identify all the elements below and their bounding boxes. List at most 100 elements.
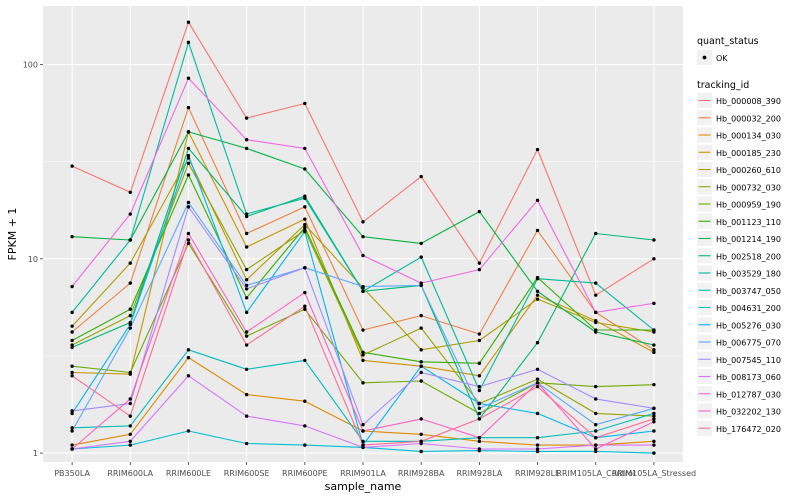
data-point — [303, 307, 307, 311]
data-point — [361, 358, 365, 363]
data-point — [477, 447, 482, 451]
data-point — [186, 153, 191, 158]
data-point — [535, 228, 540, 233]
data-point — [186, 156, 191, 160]
data-point — [594, 397, 598, 401]
data-point — [535, 367, 540, 371]
data-point — [419, 379, 423, 383]
data-point — [594, 281, 598, 285]
legend: quant_status OK tracking_id Hb_000008_39… — [697, 36, 781, 436]
data-point — [535, 147, 540, 152]
data-point — [186, 130, 191, 134]
data-point — [419, 360, 423, 364]
data-point — [70, 447, 74, 451]
data-point — [303, 217, 307, 221]
data-point — [128, 432, 132, 436]
data-point — [535, 436, 540, 440]
data-point — [361, 353, 365, 357]
data-point — [361, 423, 365, 427]
data-point — [128, 401, 132, 406]
data-point — [303, 399, 307, 403]
data-point — [244, 212, 249, 216]
data-point — [303, 229, 307, 234]
data-point — [477, 417, 482, 421]
data-point — [361, 439, 365, 444]
data-point — [419, 432, 423, 436]
data-point — [128, 370, 132, 375]
data-point — [652, 238, 656, 242]
data-point — [70, 374, 74, 378]
data-point — [594, 423, 598, 427]
x-tick-label: RRIM901LA — [340, 469, 386, 478]
data-point — [128, 190, 132, 194]
data-point — [652, 443, 656, 447]
data-point — [535, 443, 540, 447]
data-point — [535, 411, 540, 416]
data-point — [477, 411, 482, 416]
data-point — [303, 358, 307, 363]
data-point — [535, 377, 540, 381]
data-point — [186, 20, 191, 24]
y-axis-title: FPKM + 1 — [6, 208, 19, 261]
x-tick-label: PB350LA — [54, 469, 90, 478]
legend-label: Hb_001214_190 — [716, 235, 781, 244]
data-point — [186, 161, 191, 166]
y-axis: 1 10 100 — [23, 60, 43, 458]
data-point — [535, 449, 540, 454]
legend-label: Hb_000134_030 — [716, 132, 781, 141]
data-point — [361, 253, 365, 258]
data-point — [594, 231, 598, 236]
data-point — [303, 265, 307, 270]
data-point — [128, 261, 132, 265]
x-axis: PB350LA RRIM600LA RRIM600LE RRIM600SE RRIM60… — [54, 462, 696, 478]
data-point — [186, 173, 191, 177]
data-point — [244, 330, 249, 334]
data-point — [477, 406, 482, 411]
data-point — [244, 392, 249, 397]
data-point — [128, 307, 132, 311]
data-point — [652, 382, 656, 387]
data-point — [128, 439, 132, 444]
data-point — [186, 429, 191, 433]
data-point — [70, 324, 74, 328]
data-point — [186, 200, 191, 205]
data-point — [361, 381, 365, 385]
data-point — [419, 348, 423, 352]
data-point — [361, 220, 365, 224]
legend-label: Hb_007545_110 — [716, 356, 781, 365]
data-point — [594, 384, 598, 389]
data-point — [303, 146, 307, 151]
data-point — [361, 429, 365, 433]
x-axis-title: sample_name — [325, 480, 402, 493]
data-point — [186, 105, 191, 110]
x-tick-label: RRIM600LA — [107, 469, 153, 478]
data-point — [594, 443, 598, 447]
data-point — [652, 348, 656, 352]
data-point — [594, 320, 598, 325]
data-point — [477, 361, 482, 365]
data-point — [186, 238, 191, 242]
data-point — [361, 289, 365, 294]
data-point — [419, 174, 423, 179]
legend-label: Hb_006775_070 — [716, 339, 781, 348]
data-point — [70, 330, 74, 334]
data-point — [128, 238, 132, 242]
data-point — [244, 343, 249, 347]
x-tick-label: RRIM105LA_Control — [556, 469, 635, 478]
data-point — [70, 370, 74, 375]
data-point — [70, 164, 74, 168]
legend-label: Hb_004631_200 — [716, 304, 781, 313]
data-point — [477, 209, 482, 214]
data-point — [652, 439, 656, 444]
data-point — [128, 424, 132, 428]
legend-label: Hb_000008_390 — [716, 97, 781, 106]
data-point — [361, 445, 365, 450]
series-points — [70, 20, 656, 455]
data-point — [361, 234, 365, 239]
data-point — [303, 222, 307, 227]
data-point — [186, 241, 191, 246]
data-point — [652, 420, 656, 424]
data-point — [535, 384, 540, 389]
x-tick-label: RRIM600LE — [166, 469, 211, 478]
